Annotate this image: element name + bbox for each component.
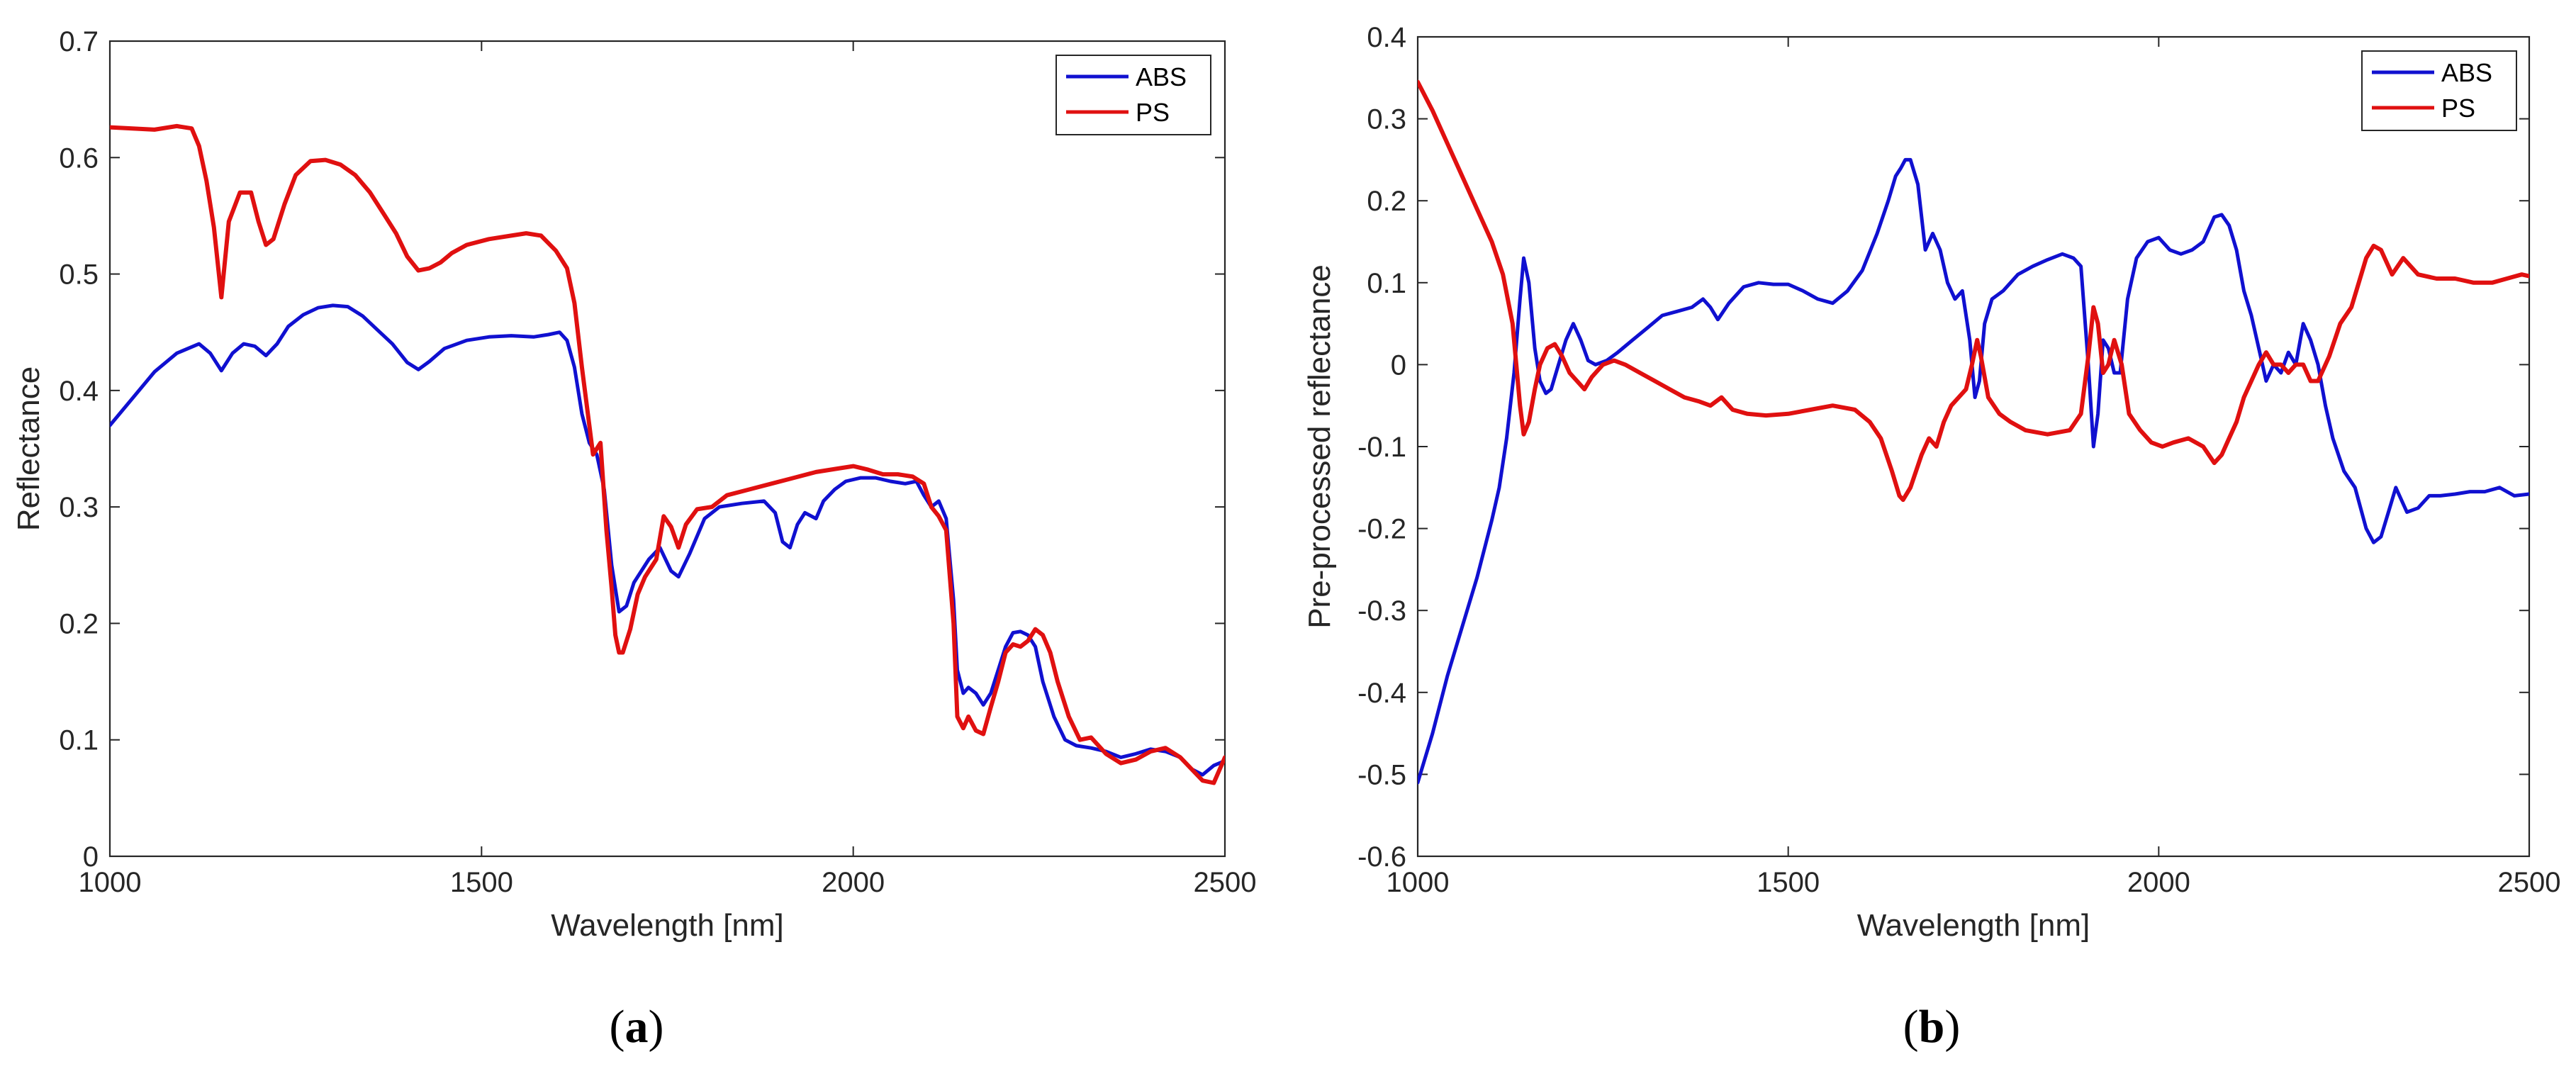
chart-a-legend-label-abs: ABS (1136, 62, 1187, 91)
caption-a: (a) (610, 1001, 664, 1053)
chart-b-y-tick-label: 0.4 (1367, 22, 1406, 53)
chart-b-legend: ABS PS (2361, 50, 2517, 131)
chart-b-y-tick-label: -0.1 (1357, 432, 1406, 463)
chart-b-y-tick-label: 0 (1391, 349, 1406, 381)
chart-a-series-line-ps (110, 123, 1225, 785)
chart-a-x-tick-label: 1000 (79, 867, 142, 898)
chart-a-y-tick-label: 0.7 (59, 26, 99, 57)
chart-b-x-tick-label: 2500 (2498, 867, 2561, 898)
chart-b-y-axis-label: Pre-processed reflectance (1302, 264, 1337, 629)
caption-b-close: ) (1944, 1001, 1960, 1053)
chart-b-x-tick-label: 2000 (2127, 867, 2190, 898)
caption-b-open: ( (1903, 1001, 1919, 1053)
chart-a-y-tick-label: 0.1 (59, 725, 99, 756)
chart-a-x-tick-label: 1500 (450, 867, 513, 898)
panel-a: 1000 1500 2000 2500 0 0.1 0.2 0.3 0.4 0.5 0.6 0.7 Wa… (11, 26, 1256, 943)
chart-a-x-tick-label: 2000 (822, 867, 885, 898)
chart-b-plot-frame (1416, 35, 2531, 858)
chart-b-x-axis-label: Wavelength [nm] (1857, 908, 2090, 943)
chart-b-y-tick-label: -0.3 (1357, 595, 1406, 627)
chart-a-y-tick-label: 0.2 (59, 608, 99, 639)
chart-b-y-tick-label: 0.3 (1367, 104, 1406, 135)
chart-a-legend: ABS PS (1055, 55, 1211, 135)
chart-a-y-tick-label: 0.6 (59, 142, 99, 174)
chart-a-x-tick-label: 2500 (1194, 867, 1257, 898)
chart-a-y-tick-label: 0 (83, 841, 99, 873)
chart-b-legend-box (2361, 50, 2517, 131)
chart-b-legend-label-abs: ABS (2441, 58, 2492, 87)
caption-b-letter: b (1919, 1001, 1945, 1053)
chart-b-y-tick-label: -0.2 (1357, 514, 1406, 545)
chart-a-y-tick-label: 0.5 (59, 259, 99, 291)
chart-b-legend-label-ps: PS (2441, 94, 2475, 123)
caption-a-open: ( (610, 1001, 625, 1053)
caption-b: (b) (1903, 1001, 1961, 1053)
chart-b-y-tick-label: -0.6 (1357, 841, 1406, 873)
chart-a-y-tick-label: 0.4 (59, 376, 99, 407)
caption-a-close: ) (649, 1001, 664, 1053)
caption-a-letter: a (625, 1001, 649, 1053)
panel-b: 1000 1500 2000 2500 -0.6 -0.5 -0.4 -0.3 -0.2 -0.1… (1302, 22, 2560, 943)
chart-a-x-axis-label: Wavelength [nm] (551, 908, 784, 943)
chart-b-x-tick-label: 1000 (1387, 867, 1450, 898)
chart-b-x-tick-label: 1500 (1757, 867, 1820, 898)
chart-b-y-tick-label: 0.2 (1367, 186, 1406, 217)
chart-a-plot-frame (108, 40, 1226, 858)
chart-a-y-tick-label: 0.3 (59, 492, 99, 523)
chart-b-y-tick-label: -0.4 (1357, 678, 1406, 709)
chart-b-series-line-ps (1418, 79, 2529, 503)
chart-a-legend-label-ps: PS (1136, 98, 1170, 127)
chart-b-y-tick-label: 0.1 (1367, 268, 1406, 299)
chart-a-y-axis-label: Reflectance (11, 366, 46, 531)
chart-a-legend-box (1055, 55, 1211, 135)
chart-b-y-tick-label: -0.5 (1357, 759, 1406, 790)
